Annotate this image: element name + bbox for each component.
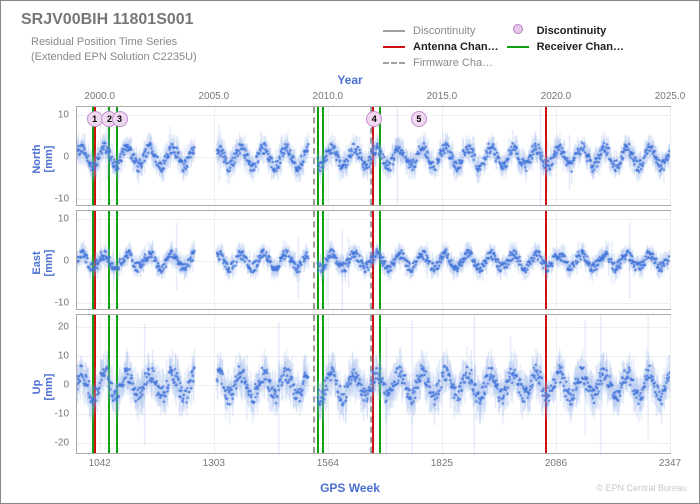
legend: Discontinuity Discontinuity Antenna Chan… (381, 21, 632, 72)
xtick-year: 2005.0 (198, 91, 229, 102)
subtitle-line1: Residual Position Time Series (31, 36, 177, 48)
ytick: -10 (55, 409, 69, 420)
chart-title: SRJV00BIH 11801S001 (21, 11, 194, 29)
disc-marker-icon (513, 24, 523, 34)
xtick-year: 2010.0 (313, 91, 344, 102)
xtick-year: 2000.0 (84, 91, 115, 102)
panel-north: North[mm]-100102000.02005.02010.02015.02… (76, 106, 671, 206)
ytick: 0 (63, 380, 69, 391)
ylabel: East[mm] (31, 239, 55, 287)
legend-receiver: Receiver Chan… (537, 41, 624, 53)
chart-frame: SRJV00BIH 11801S001 Residual Position Ti… (0, 0, 700, 504)
xtick-gps: 1042 (89, 458, 111, 469)
ytick: 10 (58, 214, 69, 225)
ytick: -20 (55, 438, 69, 449)
ytick: 0 (63, 256, 69, 267)
ytick: 10 (58, 110, 69, 121)
legend-antenna: Antenna Chan… (413, 41, 499, 53)
chart-subtitle: Residual Position Time Series (Extended … (31, 35, 197, 66)
xtick-gps: 1825 (431, 458, 453, 469)
discontinuity-badge: 3 (112, 111, 128, 127)
ylabel: North[mm] (31, 135, 55, 183)
legend-disc-line: Discontinuity (413, 23, 505, 38)
discontinuity-badge: 1 (87, 111, 103, 127)
watermark: © EPN Central Bureau (596, 483, 687, 493)
ytick: 20 (58, 321, 69, 332)
bottom-axis-label: GPS Week (1, 481, 699, 495)
ytick: 10 (58, 350, 69, 361)
top-axis-label: Year (1, 73, 699, 87)
ytick: 0 (63, 152, 69, 163)
xtick-gps: 1303 (203, 458, 225, 469)
xtick-gps: 2086 (545, 458, 567, 469)
discontinuity-badge: 5 (411, 111, 427, 127)
panel-east: East[mm]-10010 (76, 210, 671, 310)
ytick: -10 (55, 193, 69, 204)
subtitle-line2: (Extended EPN Solution C2235U) (31, 51, 197, 63)
panel-up: Up[mm]-20-100102010421303156418252086234… (76, 314, 671, 454)
xtick-gps: 2347 (659, 458, 681, 469)
xtick-year: 2020.0 (541, 91, 572, 102)
xtick-gps: 1564 (317, 458, 339, 469)
legend-firmware: Firmware Cha… (413, 56, 505, 70)
panels-container: North[mm]-100102000.02005.02010.02015.02… (76, 106, 671, 458)
xtick-year: 2025.0 (655, 91, 686, 102)
scatter-canvas (77, 315, 670, 455)
ylabel: Up[mm] (31, 363, 55, 411)
legend-disc-marker: Discontinuity (537, 25, 607, 37)
scatter-canvas (77, 211, 670, 311)
xtick-year: 2015.0 (427, 91, 458, 102)
ytick: -10 (55, 297, 69, 308)
